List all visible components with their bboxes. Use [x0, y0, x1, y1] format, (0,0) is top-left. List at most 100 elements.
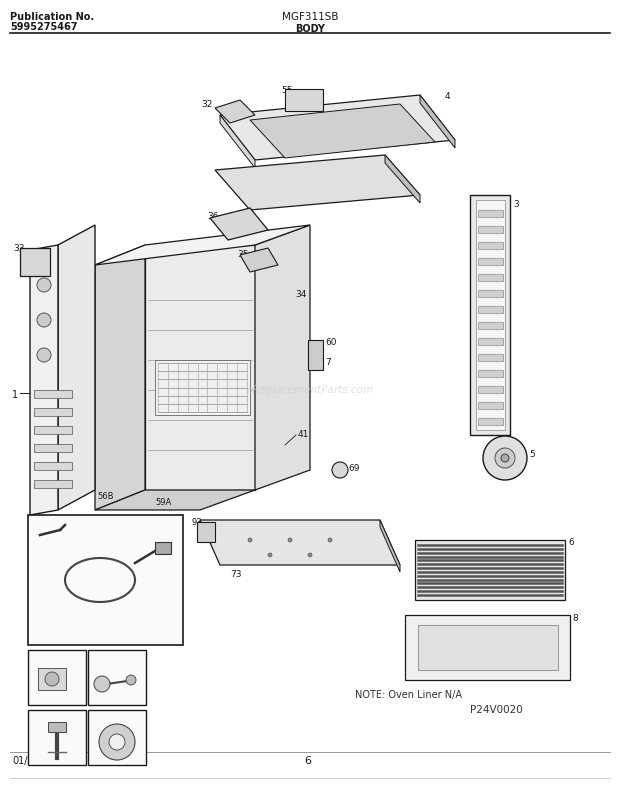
- Polygon shape: [95, 225, 310, 265]
- Text: 73: 73: [230, 570, 242, 579]
- Bar: [478, 226, 503, 233]
- Bar: [34, 390, 72, 398]
- Bar: [48, 722, 66, 732]
- Circle shape: [288, 538, 292, 542]
- Text: BODY: BODY: [295, 24, 325, 34]
- Text: MGF311SB: MGF311SB: [281, 12, 339, 22]
- Text: 41: 41: [298, 430, 309, 439]
- Text: 8: 8: [572, 614, 578, 623]
- Text: eReplacementParts.com: eReplacementParts.com: [246, 385, 374, 395]
- Bar: [478, 274, 503, 281]
- Circle shape: [328, 538, 332, 542]
- Bar: [88, 650, 146, 705]
- Bar: [478, 370, 503, 377]
- Text: 43: 43: [30, 712, 43, 721]
- Bar: [478, 354, 503, 361]
- Text: 39: 39: [155, 518, 167, 527]
- Text: P24V0020: P24V0020: [470, 705, 523, 715]
- Circle shape: [501, 454, 509, 462]
- Polygon shape: [255, 225, 310, 490]
- Bar: [478, 290, 503, 297]
- Bar: [34, 480, 72, 488]
- Text: 44: 44: [90, 712, 103, 721]
- Bar: [478, 402, 503, 409]
- Bar: [155, 542, 171, 554]
- Bar: [34, 462, 72, 470]
- Text: 93: 93: [192, 518, 203, 527]
- Text: 5: 5: [529, 450, 534, 459]
- Bar: [285, 89, 323, 111]
- Polygon shape: [470, 195, 510, 435]
- Polygon shape: [95, 245, 145, 510]
- Text: 6: 6: [304, 756, 311, 766]
- Bar: [34, 408, 72, 416]
- Text: 55: 55: [281, 86, 293, 95]
- Polygon shape: [220, 95, 455, 160]
- Text: 7: 7: [325, 358, 330, 367]
- Bar: [38, 668, 66, 690]
- Text: 6: 6: [568, 538, 574, 547]
- Circle shape: [94, 676, 110, 692]
- Text: 3: 3: [513, 200, 519, 209]
- Circle shape: [99, 724, 135, 760]
- Bar: [28, 710, 86, 765]
- Text: 33: 33: [13, 244, 25, 253]
- Polygon shape: [240, 248, 278, 272]
- Bar: [478, 258, 503, 265]
- Polygon shape: [380, 520, 400, 572]
- Polygon shape: [58, 225, 95, 510]
- Bar: [478, 306, 503, 313]
- Text: 36: 36: [207, 212, 218, 221]
- Text: NOTE: Oven Liner N/A: NOTE: Oven Liner N/A: [355, 690, 462, 700]
- Polygon shape: [30, 245, 58, 515]
- Text: 32: 32: [201, 100, 213, 109]
- Polygon shape: [95, 490, 255, 510]
- Polygon shape: [215, 155, 420, 210]
- Bar: [478, 386, 503, 393]
- Bar: [478, 338, 503, 345]
- Text: 35: 35: [237, 250, 249, 259]
- Circle shape: [45, 672, 59, 686]
- Circle shape: [268, 553, 272, 557]
- Circle shape: [109, 734, 125, 750]
- Bar: [197, 522, 215, 542]
- Text: 69: 69: [348, 464, 360, 473]
- Polygon shape: [250, 104, 435, 158]
- Polygon shape: [210, 208, 268, 240]
- Bar: [478, 322, 503, 329]
- Bar: [34, 426, 72, 434]
- Polygon shape: [405, 615, 570, 680]
- Text: 27: 27: [90, 652, 103, 661]
- Bar: [308, 340, 323, 370]
- Text: 34: 34: [295, 290, 306, 299]
- Polygon shape: [418, 625, 558, 670]
- Circle shape: [37, 348, 51, 362]
- Circle shape: [495, 448, 515, 468]
- Circle shape: [308, 553, 312, 557]
- Polygon shape: [155, 360, 250, 415]
- Text: 60: 60: [325, 338, 337, 347]
- Polygon shape: [215, 100, 255, 123]
- Circle shape: [483, 436, 527, 480]
- Polygon shape: [220, 115, 255, 168]
- Text: 21: 21: [30, 652, 43, 661]
- Bar: [478, 242, 503, 249]
- Text: 56B: 56B: [97, 492, 113, 501]
- Bar: [28, 515, 183, 645]
- Bar: [88, 710, 146, 765]
- Text: 01/96: 01/96: [12, 756, 40, 766]
- Bar: [34, 444, 72, 452]
- Circle shape: [248, 538, 252, 542]
- Polygon shape: [476, 200, 505, 430]
- Polygon shape: [385, 155, 420, 203]
- Polygon shape: [420, 95, 455, 148]
- Bar: [20, 248, 50, 276]
- Bar: [478, 418, 503, 425]
- Circle shape: [332, 462, 348, 478]
- Circle shape: [37, 278, 51, 292]
- Text: 1: 1: [12, 390, 18, 400]
- Polygon shape: [145, 245, 255, 490]
- Text: Publication No.: Publication No.: [10, 12, 94, 22]
- Polygon shape: [200, 520, 400, 565]
- Text: 4: 4: [445, 92, 451, 101]
